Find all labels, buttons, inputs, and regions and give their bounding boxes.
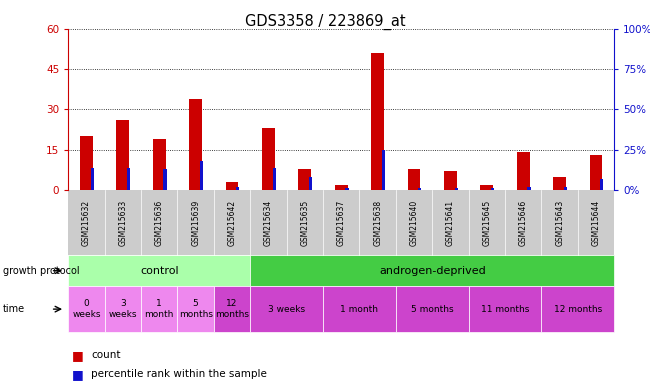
Text: androgen-deprived: androgen-deprived <box>379 266 486 276</box>
Bar <box>127 167 130 190</box>
Bar <box>564 187 567 190</box>
Text: 3
weeks: 3 weeks <box>109 300 137 319</box>
Bar <box>517 152 530 190</box>
Bar <box>527 187 530 190</box>
Text: growth protocol: growth protocol <box>3 266 80 276</box>
Text: GSM215636: GSM215636 <box>155 200 164 246</box>
Text: GSM215645: GSM215645 <box>482 200 491 246</box>
Bar <box>382 150 385 190</box>
Bar <box>189 99 202 190</box>
Bar <box>335 185 348 190</box>
Text: GSM215642: GSM215642 <box>227 200 237 246</box>
Bar <box>418 189 421 190</box>
Text: 12 months: 12 months <box>554 305 602 314</box>
Text: GSM215634: GSM215634 <box>264 200 273 246</box>
Text: 11 months: 11 months <box>481 305 529 314</box>
Text: 5
months: 5 months <box>179 300 213 319</box>
Bar <box>309 177 312 190</box>
Text: GSM215632: GSM215632 <box>82 200 91 246</box>
Text: 12
months: 12 months <box>215 300 249 319</box>
Bar <box>590 155 603 190</box>
Bar <box>153 139 166 190</box>
Bar <box>298 169 311 190</box>
Bar <box>226 182 239 190</box>
Text: percentile rank within the sample: percentile rank within the sample <box>91 369 267 379</box>
Bar <box>345 189 348 190</box>
Bar <box>200 161 203 190</box>
Text: 1 month: 1 month <box>341 305 378 314</box>
Text: GDS3358 / 223869_at: GDS3358 / 223869_at <box>244 13 406 30</box>
Text: 0
weeks: 0 weeks <box>72 300 101 319</box>
Bar <box>80 136 93 190</box>
Text: ■: ■ <box>72 349 83 362</box>
Text: GSM215637: GSM215637 <box>337 200 346 246</box>
Bar <box>553 177 566 190</box>
Text: 3 weeks: 3 weeks <box>268 305 306 314</box>
Bar <box>262 128 275 190</box>
Text: GSM215646: GSM215646 <box>519 200 528 246</box>
Bar <box>163 169 166 190</box>
Bar <box>90 167 94 190</box>
Text: GSM215641: GSM215641 <box>446 200 455 246</box>
Bar <box>371 53 384 190</box>
Text: GSM215643: GSM215643 <box>555 200 564 246</box>
Bar <box>491 189 494 190</box>
Text: GSM215644: GSM215644 <box>592 200 601 246</box>
Bar <box>236 187 239 190</box>
Bar <box>600 179 603 190</box>
Text: 5 months: 5 months <box>411 305 454 314</box>
Text: GSM215635: GSM215635 <box>300 200 309 246</box>
Bar <box>408 169 421 190</box>
Bar <box>272 167 276 190</box>
Text: GSM215639: GSM215639 <box>191 200 200 246</box>
Text: 1
month: 1 month <box>144 300 174 319</box>
Bar <box>480 185 493 190</box>
Text: GSM215633: GSM215633 <box>118 200 127 246</box>
Bar <box>454 189 458 190</box>
Text: control: control <box>140 266 179 276</box>
Bar <box>444 171 457 190</box>
Bar <box>116 120 129 190</box>
Text: GSM215640: GSM215640 <box>410 200 419 246</box>
Text: GSM215638: GSM215638 <box>373 200 382 246</box>
Text: time: time <box>3 304 25 314</box>
Text: ■: ■ <box>72 368 83 381</box>
Text: count: count <box>91 350 120 360</box>
